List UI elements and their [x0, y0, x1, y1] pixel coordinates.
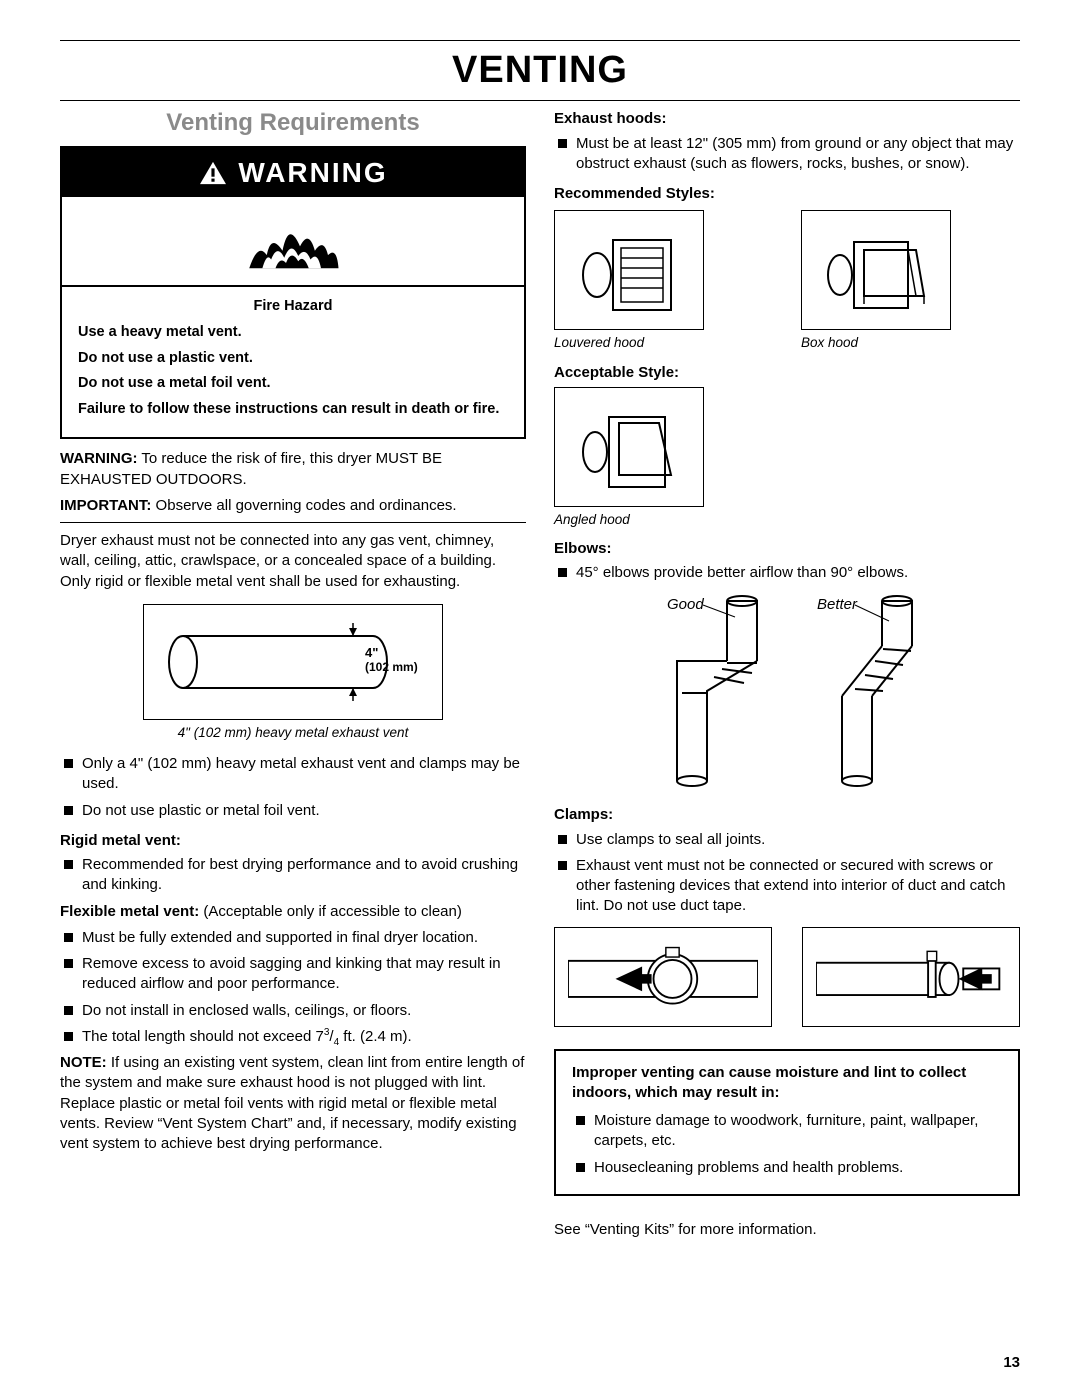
- bullet: Moisture damage to woodwork, furniture, …: [572, 1111, 1002, 1152]
- bullet: Only a 4" (102 mm) heavy metal exhaust v…: [60, 754, 526, 795]
- bullet: Housecleaning problems and health proble…: [572, 1158, 1002, 1178]
- tube-dim-a: 4": [365, 645, 378, 660]
- tube-caption: 4" (102 mm) heavy metal exhaust vent: [60, 724, 526, 742]
- flame-cell: [62, 197, 524, 287]
- louvered-label: Louvered hood: [554, 334, 773, 352]
- alert-triangle-icon: [198, 160, 228, 186]
- angled-label: Angled hood: [554, 511, 704, 529]
- bullet: Remove excess to avoid sagging and kinki…: [60, 954, 526, 995]
- improper-bullets: Moisture damage to woodwork, furniture, …: [572, 1111, 1002, 1178]
- recommended-head: Recommended Styles:: [554, 184, 1020, 204]
- note-body: If using an existing vent system, clean …: [60, 1054, 524, 1152]
- important-line: IMPORTANT: Observe all governing codes a…: [60, 496, 526, 516]
- bullet: Do not install in enclosed walls, ceilin…: [60, 1001, 526, 1021]
- note-paragraph: NOTE: If using an existing vent system, …: [60, 1053, 526, 1154]
- right-column: Exhaust hoods: Must be at least 12" (305…: [554, 107, 1020, 1240]
- vent-tube-icon: 4" (102 mm): [163, 617, 423, 707]
- left-column: Venting Requirements WARNING Fire Hazard: [60, 107, 526, 1240]
- hood-item: Louvered hood: [554, 210, 773, 352]
- elbow-diagram: Good Better: [554, 591, 1020, 791]
- fire-hazard-label: Fire Hazard: [78, 297, 508, 317]
- clamp-front-icon: [568, 932, 758, 1022]
- warn-line-4: Failure to follow these instructions can…: [78, 400, 508, 420]
- tube-dim-b: (102 mm): [365, 660, 418, 674]
- vent-bullets: Only a 4" (102 mm) heavy metal exhaust v…: [60, 754, 526, 821]
- bullet: Use clamps to seal all joints.: [554, 830, 1020, 850]
- top-rule: [60, 40, 1020, 41]
- two-column-layout: Venting Requirements WARNING Fire Hazard: [60, 107, 1020, 1240]
- hood-item: Box hood: [801, 210, 1020, 352]
- flex-bullets: Must be fully extended and supported in …: [60, 928, 526, 1047]
- rigid-head: Rigid metal vent:: [60, 831, 526, 851]
- box-hood-icon: [816, 220, 936, 320]
- rigid-bullets: Recommended for best drying performance …: [60, 855, 526, 896]
- clamp-diagrams: [554, 927, 1020, 1027]
- angled-hood-icon: [569, 397, 689, 497]
- angled-hood-diagram: [554, 387, 704, 507]
- warn-line-3: Do not use a metal foil vent.: [78, 374, 508, 394]
- exhaust-bullets: Must be at least 12" (305 mm) from groun…: [554, 134, 1020, 175]
- box-hood-diagram: [801, 210, 951, 330]
- flex-tail: (Acceptable only if accessible to clean): [199, 903, 462, 920]
- warning-lead: WARNING:: [60, 450, 138, 467]
- important-lead: IMPORTANT:: [60, 497, 151, 514]
- exhaust-hoods-head: Exhaust hoods:: [554, 109, 1020, 129]
- clamp-side-diagram: [802, 927, 1020, 1027]
- note-lead: NOTE:: [60, 1054, 107, 1071]
- flex-lead: Flexible metal vent:: [60, 903, 199, 920]
- louvered-hood-diagram: [554, 210, 704, 330]
- bullet: The total length should not exceed 73/4 …: [60, 1027, 526, 1047]
- hood-item: Angled hood: [554, 387, 704, 529]
- clamps-head: Clamps:: [554, 805, 1020, 825]
- warning-text-block: Fire Hazard Use a heavy metal vent. Do n…: [62, 287, 524, 437]
- warn-line-1: Use a heavy metal vent.: [78, 323, 508, 343]
- warn-line-2: Do not use a plastic vent.: [78, 349, 508, 369]
- warning-box: WARNING Fire Hazard Use a heavy metal ve…: [60, 146, 526, 440]
- clamp-front-diagram: [554, 927, 772, 1027]
- section-title: Venting Requirements: [60, 107, 526, 139]
- louvered-hood-icon: [569, 220, 689, 320]
- warning-banner: WARNING: [62, 148, 524, 198]
- fire-icon: [238, 207, 348, 277]
- warning-word: WARNING: [238, 154, 387, 192]
- see-kits: See “Venting Kits” for more information.: [554, 1220, 1020, 1240]
- recommended-hoods: Louvered hood Box hood: [554, 210, 1020, 352]
- bullet: Do not use plastic or metal foil vent.: [60, 801, 526, 821]
- bullet: Must be at least 12" (305 mm) from groun…: [554, 134, 1020, 175]
- elbows-bullets: 45° elbows provide better airflow than 9…: [554, 563, 1020, 583]
- clamp-side-icon: [816, 932, 1006, 1022]
- improper-venting-box: Improper venting can cause moisture and …: [554, 1049, 1020, 1196]
- bullet: 45° elbows provide better airflow than 9…: [554, 563, 1020, 583]
- bullet: Must be fully extended and supported in …: [60, 928, 526, 948]
- important-body: Observe all governing codes and ordinanc…: [151, 497, 456, 514]
- flexible-line: Flexible metal vent: (Acceptable only if…: [60, 902, 526, 922]
- svg-text:Good: Good: [667, 596, 704, 613]
- bullet: Exhaust vent must not be connected or se…: [554, 856, 1020, 917]
- acceptable-head: Acceptable Style:: [554, 363, 1020, 383]
- divider: [60, 522, 526, 523]
- clamps-bullets: Use clamps to seal all joints. Exhaust v…: [554, 830, 1020, 917]
- improper-lead: Improper venting can cause moisture and …: [572, 1063, 1002, 1104]
- warning-outdoors: WARNING: To reduce the risk of fire, thi…: [60, 449, 526, 490]
- box-hood-label: Box hood: [801, 334, 1020, 352]
- vent-tube-diagram: 4" (102 mm): [143, 604, 443, 720]
- svg-text:Better: Better: [817, 596, 858, 613]
- page-title: VENTING: [60, 45, 1020, 101]
- elbows-icon: Good Better: [607, 591, 967, 791]
- bullet: Recommended for best drying performance …: [60, 855, 526, 896]
- elbows-head: Elbows:: [554, 539, 1020, 559]
- page-number: 13: [1003, 1353, 1020, 1373]
- exhaust-paragraph: Dryer exhaust must not be connected into…: [60, 531, 526, 592]
